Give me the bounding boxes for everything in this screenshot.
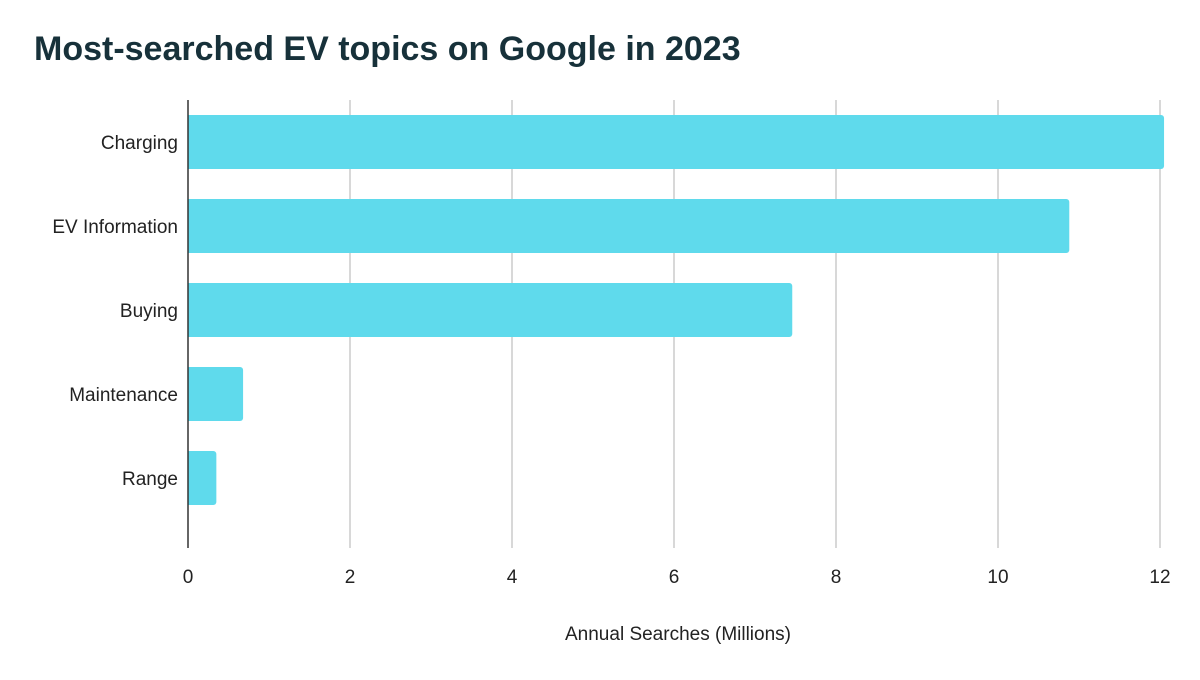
x-tick-label: 12	[1149, 567, 1170, 588]
bar-ev-information	[188, 199, 1070, 253]
bar-edge	[188, 199, 192, 253]
x-tick-label: 8	[831, 567, 842, 588]
x-tick-label: 4	[507, 567, 518, 588]
x-tick-label: 0	[183, 567, 194, 588]
bar-range	[188, 451, 217, 505]
y-category-label: Charging	[101, 133, 178, 154]
labels: 0 2 4 6 8 10 12 Charging EV Information Buying Mai…	[52, 133, 1170, 645]
x-tick-label: 10	[987, 567, 1008, 588]
x-axis-title: Annual Searches (Millions)	[565, 624, 791, 645]
bar-buying	[188, 283, 793, 337]
y-category-label: Range	[122, 469, 178, 490]
bar-edge	[188, 283, 192, 337]
bar-edge	[188, 367, 192, 421]
y-category-label: Maintenance	[69, 385, 178, 406]
bars	[188, 115, 1165, 505]
bar-charging	[188, 115, 1165, 169]
y-category-label: Buying	[120, 301, 178, 322]
x-tick-label: 6	[669, 567, 680, 588]
bar-maintenance	[188, 367, 244, 421]
bar-edge	[188, 451, 192, 505]
bar-edge	[188, 115, 192, 169]
chart-title: Most-searched EV topics on Google in 202…	[34, 30, 741, 68]
x-tick-label: 2	[345, 567, 356, 588]
y-category-label: EV Information	[52, 217, 178, 238]
